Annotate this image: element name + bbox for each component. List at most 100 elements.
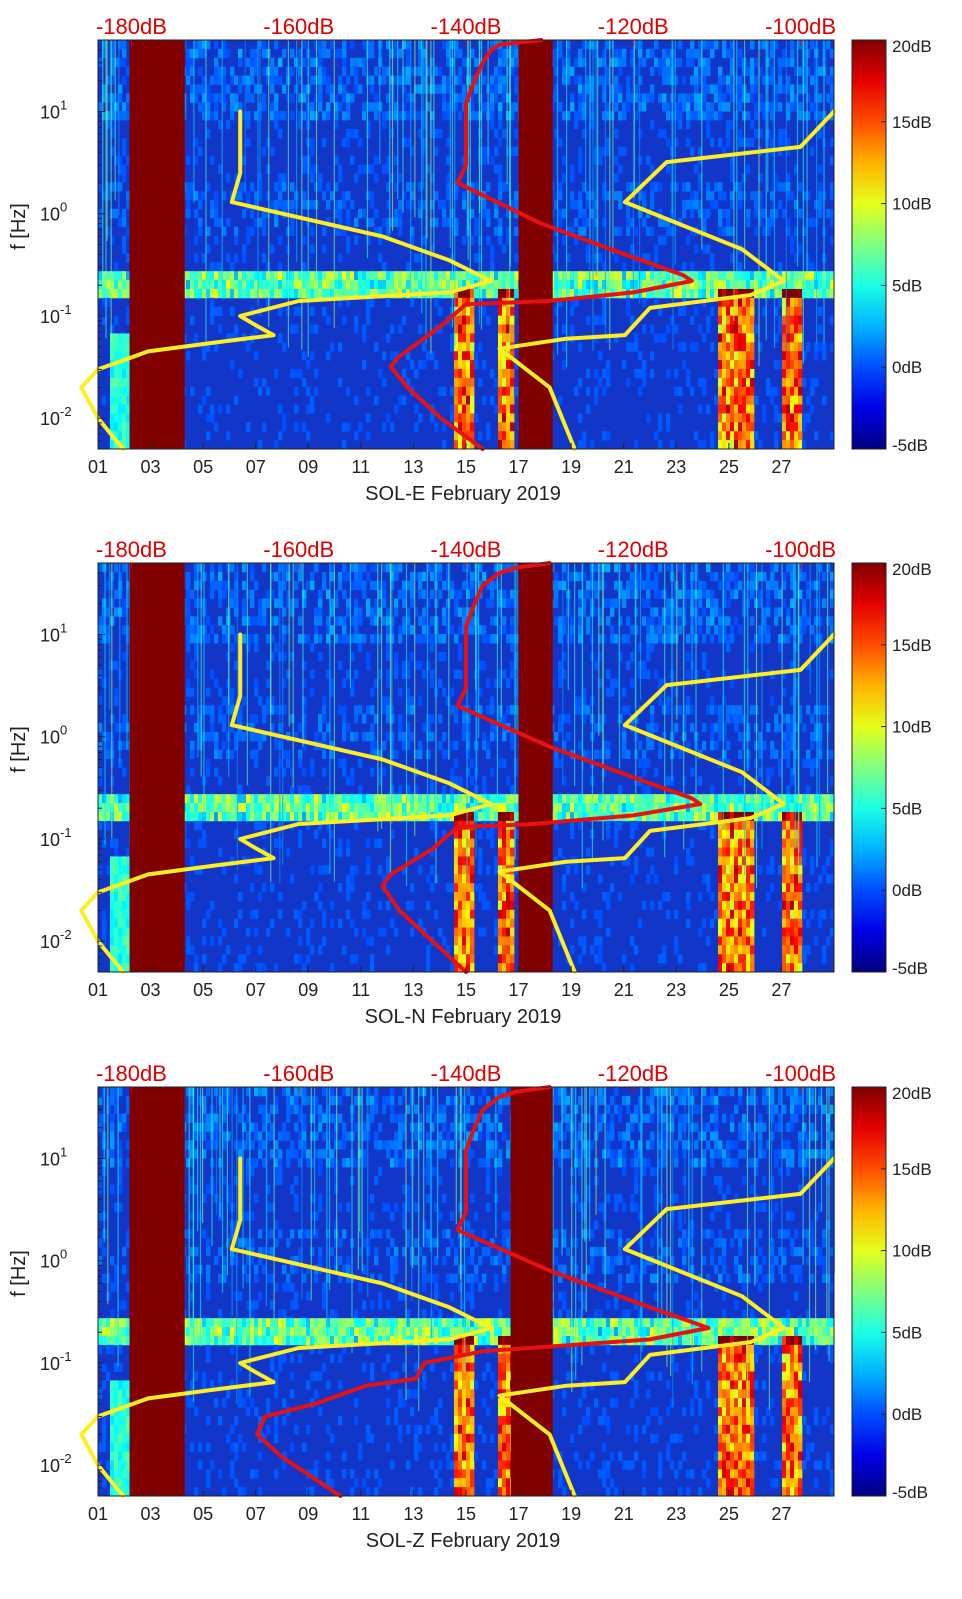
- heatmap-cell: [498, 111, 503, 121]
- heatmap-cell: [218, 288, 223, 299]
- heatmap-cell: [118, 377, 123, 388]
- heatmap-cell: [206, 386, 211, 397]
- heatmap-cell: [310, 811, 315, 822]
- heatmap-cell: [390, 829, 395, 840]
- heatmap-cell: [210, 705, 215, 715]
- heatmap-cell: [410, 297, 415, 308]
- heatmap-cell: [198, 811, 203, 822]
- heatmap-cell: [314, 368, 319, 379]
- heatmap-cell: [486, 811, 491, 822]
- heatmap-cell: [662, 57, 667, 68]
- heatmap-cell: [750, 315, 755, 325]
- heatmap-cell: [118, 422, 123, 432]
- heatmap-cell: [482, 306, 487, 317]
- heatmap-cell: [126, 351, 131, 361]
- heatmap-cell: [710, 288, 715, 299]
- heatmap-cell: [646, 271, 651, 281]
- heatmap-cell: [478, 856, 483, 866]
- heatmap-cell: [310, 164, 315, 174]
- heatmap-cell: [782, 128, 787, 139]
- heatmap-cell: [702, 217, 707, 228]
- heatmap-cell: [794, 440, 799, 450]
- heatmap-cell: [510, 829, 515, 840]
- heatmap-cell: [314, 563, 319, 573]
- heatmap-cell: [310, 404, 315, 414]
- heatmap-cell: [198, 66, 203, 76]
- heatmap-cell: [282, 280, 287, 290]
- heatmap-cell: [370, 84, 375, 94]
- heatmap-cell: [502, 395, 507, 405]
- spectrogram-heatmap: [98, 40, 835, 450]
- heatmap-cell: [454, 404, 459, 414]
- heatmap-cell: [610, 93, 615, 103]
- heatmap-cell: [458, 422, 463, 432]
- heatmap-cell: [398, 173, 403, 183]
- heatmap-cell: [394, 75, 399, 85]
- heatmap-streak: [430, 40, 432, 354]
- heatmap-cell: [234, 271, 239, 281]
- heatmap-cell: [318, 57, 323, 68]
- heatmap-cell: [786, 333, 791, 343]
- heatmap-cell: [290, 93, 295, 103]
- heatmap-cell: [230, 75, 235, 85]
- heatmap-cell: [694, 84, 699, 94]
- heatmap-cell: [502, 422, 507, 432]
- heatmap-cell: [650, 84, 655, 94]
- heatmap-cell: [462, 315, 467, 325]
- heatmap-cell: [402, 669, 407, 679]
- heatmap-cell: [238, 57, 243, 68]
- heatmap-cell: [194, 625, 199, 635]
- heatmap-cell: [722, 404, 727, 414]
- heatmap-cell: [222, 794, 227, 804]
- heatmap-cell: [466, 360, 471, 370]
- heatmap-cell: [250, 883, 255, 893]
- heatmap-cell: [358, 84, 363, 94]
- heatmap-cell: [514, 200, 519, 210]
- heatmap-cell: [434, 66, 439, 76]
- heatmap-cell: [354, 235, 359, 245]
- heatmap-cell: [790, 404, 795, 414]
- heatmap-cell: [818, 342, 823, 352]
- heatmap-cell: [574, 200, 579, 210]
- heatmap-cell: [674, 111, 679, 121]
- heatmap-cell: [778, 182, 783, 192]
- heatmap-cell: [462, 271, 467, 281]
- heatmap-cell: [386, 333, 391, 343]
- heatmap-cell: [206, 342, 211, 352]
- heatmap-cell: [414, 571, 419, 582]
- heatmap-cell: [374, 616, 379, 626]
- heatmap-cell: [782, 137, 787, 148]
- heatmap-cell: [582, 57, 587, 68]
- y-tick-label: 10: [40, 409, 60, 429]
- heatmap-cell: [662, 217, 667, 228]
- heatmap-cell: [122, 333, 127, 343]
- heatmap-cell: [614, 75, 619, 85]
- heatmap-cell: [694, 48, 699, 59]
- heatmap-cell: [202, 75, 207, 85]
- heatmap-cell: [430, 847, 435, 857]
- heatmap-cell: [298, 723, 303, 733]
- heatmap-cell: [790, 288, 795, 299]
- heatmap-cell: [622, 57, 627, 68]
- heatmap-cell: [482, 75, 487, 85]
- heatmap-cell: [222, 714, 227, 724]
- heatmap-cell: [222, 740, 227, 751]
- heatmap-cell: [698, 75, 703, 85]
- heatmap-cell: [314, 386, 319, 397]
- heatmap-cell: [466, 306, 471, 317]
- heatmap-cell: [310, 306, 315, 317]
- heatmap-cell: [586, 253, 591, 263]
- heatmap-cell: [110, 377, 115, 388]
- heatmap-cell: [698, 440, 703, 450]
- heatmap-cell: [470, 945, 475, 955]
- heatmap-cell: [470, 333, 475, 343]
- heatmap-cell: [362, 208, 367, 219]
- heatmap-cell: [718, 226, 723, 237]
- heatmap-cell: [454, 102, 459, 112]
- heatmap-cell: [578, 226, 583, 237]
- heatmap-cell: [466, 909, 471, 920]
- heatmap-cell: [362, 40, 367, 50]
- heatmap-cell: [358, 794, 363, 804]
- heatmap-cell: [506, 306, 511, 317]
- heatmap-cell: [430, 413, 435, 423]
